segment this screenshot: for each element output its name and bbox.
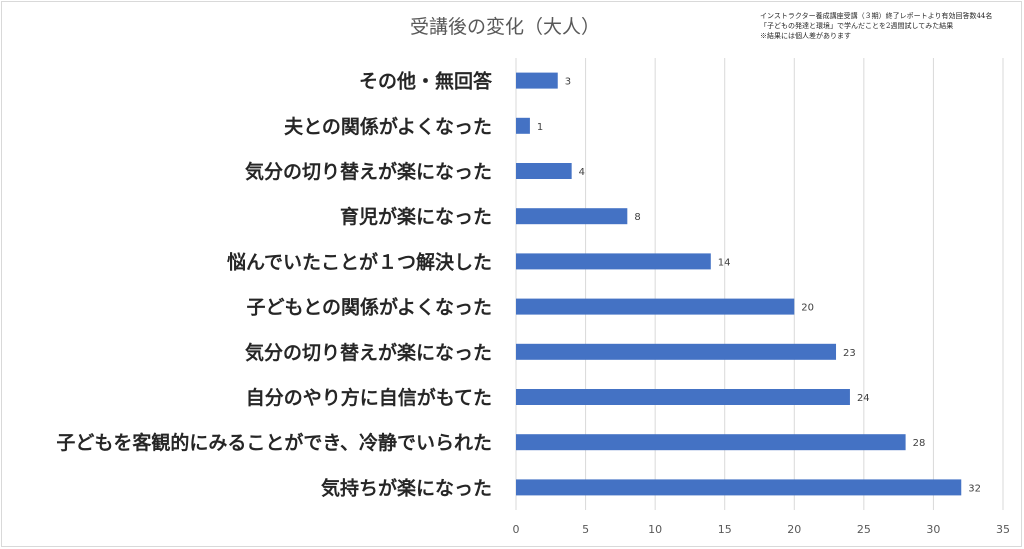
- data-label-4: 8: [634, 212, 640, 223]
- bar-9: [516, 434, 906, 451]
- category-label-5: 悩んでいたことが１つ解決した: [227, 250, 492, 273]
- category-label-10: 気持ちが楽になった: [321, 476, 492, 499]
- x-tick-label-5: 5: [582, 523, 589, 536]
- data-label-2: 1: [537, 122, 543, 133]
- bar-7: [516, 343, 837, 360]
- category-label-7: 気分の切り替えが楽になった: [245, 341, 492, 364]
- data-label-6: 20: [801, 303, 814, 314]
- x-tick-label-10: 10: [648, 523, 662, 536]
- category-label-1: その他・無回答: [359, 70, 493, 93]
- data-label-10: 32: [968, 483, 981, 494]
- note-line-1: インストラクター養成講座受講（３期）終了レポートより有効回答数44名: [760, 12, 993, 20]
- bar-6: [516, 298, 795, 315]
- bar-3: [516, 163, 572, 179]
- data-label-3: 4: [579, 167, 585, 178]
- bar-4: [516, 208, 628, 225]
- data-label-7: 23: [843, 348, 856, 359]
- data-label-8: 24: [857, 393, 870, 404]
- category-label-9: 子どもを客観的にみることができ、冷静でいられた: [56, 431, 492, 454]
- note-line-3: ※結果には個人差があります: [760, 32, 851, 40]
- x-tick-label-30: 30: [926, 523, 940, 536]
- data-label-5: 14: [718, 257, 731, 268]
- bar-8: [516, 389, 850, 405]
- category-label-8: 自分のやり方に自信がもてた: [246, 386, 492, 409]
- bar-10: [516, 479, 962, 496]
- note-line-2: 「子どもの発達と環境」で学んだことを2週間試してみた結果: [760, 22, 954, 30]
- data-label-9: 28: [913, 438, 926, 449]
- bar-1: [516, 72, 558, 89]
- x-tick-label-25: 25: [857, 523, 871, 536]
- x-tick-label-15: 15: [718, 523, 732, 536]
- category-label-3: 気分の切り替えが楽になった: [245, 160, 492, 183]
- category-label-2: 夫との関係がよくなった: [284, 115, 492, 138]
- x-tick-label-0: 0: [513, 523, 520, 536]
- x-tick-label-35: 35: [996, 523, 1010, 536]
- category-label-6: 子どもとの関係がよくなった: [247, 296, 492, 319]
- bar-5: [516, 253, 711, 270]
- chart-note: インストラクター養成講座受講（３期）終了レポートより有効回答数44名 「子どもの…: [760, 11, 1018, 41]
- category-label-4: 育児が楽になった: [340, 205, 492, 228]
- chart-title: 受講後の変化（大人）: [409, 16, 600, 38]
- bar-2: [516, 117, 530, 134]
- x-tick-label-20: 20: [787, 523, 801, 536]
- data-label-1: 3: [565, 77, 571, 88]
